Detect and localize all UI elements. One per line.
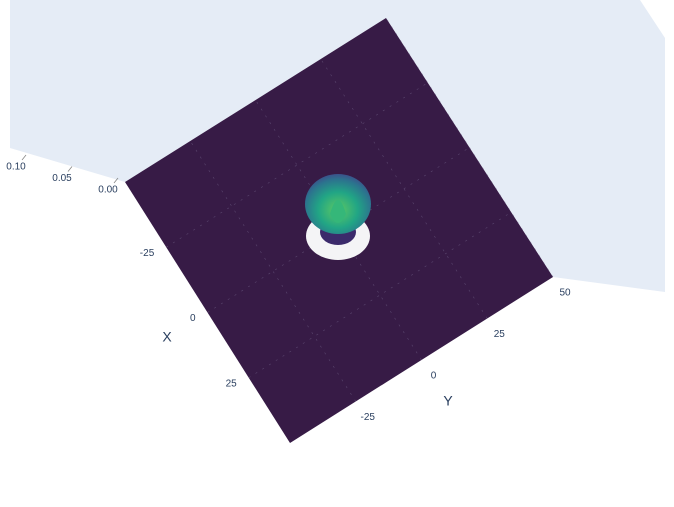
- y-tick-label: 25: [494, 329, 506, 340]
- x-tick-label: -25: [140, 248, 155, 259]
- z-tick-label: 0.05: [52, 173, 72, 184]
- y-axis-title: Y: [443, 393, 453, 409]
- x-tick-label: 25: [226, 378, 238, 389]
- surface-peak: [330, 200, 346, 223]
- y-tick-label: 0: [431, 371, 437, 382]
- z-tick: [113, 177, 119, 184]
- x-tick-label: 0: [190, 313, 196, 324]
- grid-line: [320, 58, 488, 319]
- x-axis-title: X: [162, 329, 172, 345]
- z-tick-label: 0.00: [98, 185, 118, 196]
- z-tick: [67, 166, 73, 172]
- grid-line: [255, 99, 422, 361]
- y-tick-label: 50: [559, 288, 571, 299]
- grid-line: [385, 17, 554, 278]
- grid-line: [166, 82, 428, 248]
- z-tick: [21, 154, 27, 161]
- z-tick-label: 0.10: [6, 162, 26, 173]
- scene-walls: [10, 0, 665, 292]
- y-tick-label: -25: [361, 412, 376, 423]
- grid-line: [189, 140, 357, 402]
- chart-title: Bessel-Gaussian Profile: [247, 0, 428, 2]
